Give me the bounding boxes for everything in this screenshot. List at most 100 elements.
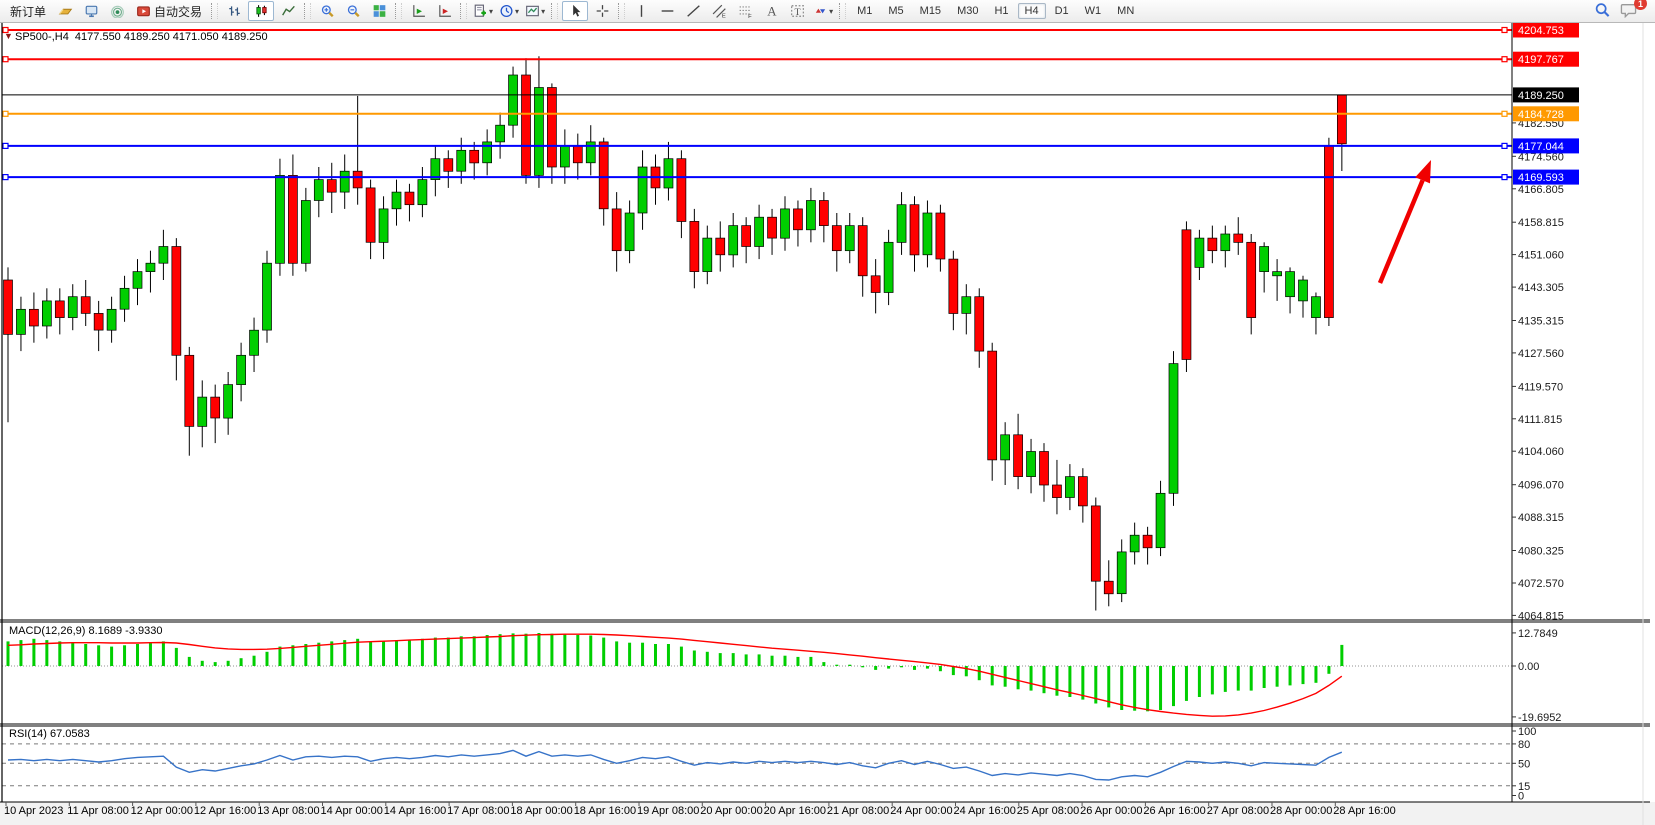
search-button[interactable] — [1590, 1, 1614, 21]
bar-chart-button[interactable] — [222, 1, 246, 21]
timeframe-mn-button[interactable]: MN — [1117, 5, 1135, 17]
zoom-in-button[interactable] — [315, 1, 339, 21]
equidistant-channel-icon: E — [712, 4, 725, 18]
notifications-button[interactable]: 1 — [1616, 0, 1647, 21]
new-chart-icon — [474, 4, 487, 17]
svg-text:F: F — [748, 14, 752, 18]
level-line-handle[interactable] — [1501, 174, 1508, 181]
candle-body — [145, 262, 156, 272]
timeframe-m15-button[interactable]: M15 — [919, 5, 942, 17]
time-tick-label: 13 Apr 08:00 — [257, 805, 319, 817]
ingot-button[interactable] — [53, 1, 77, 21]
candlestick-series — [3, 56, 1347, 611]
candle-body — [728, 225, 739, 256]
bar-chart-icon — [228, 6, 240, 16]
candle-body — [572, 145, 583, 164]
time-tick-label: 10 Apr 2023 — [4, 805, 63, 817]
chart-template-button[interactable]: ▾ — [523, 1, 547, 21]
horizontal-line-button[interactable] — [655, 1, 679, 21]
price-tick-label: 4135.315 — [1518, 316, 1564, 328]
macd-scale-label: 12.7849 — [1518, 628, 1558, 640]
notification-badge: 1 — [1634, 0, 1647, 10]
candle-body — [1129, 534, 1140, 553]
chart-shift-button[interactable] — [432, 1, 456, 21]
new-chart-button[interactable]: ▾ — [471, 1, 495, 21]
dropdown-caret-icon[interactable]: ▾ — [541, 6, 546, 16]
period-clock-button[interactable]: ▾ — [497, 1, 521, 21]
time-tick-label: 11 Apr 08:00 — [67, 805, 129, 817]
dropdown-caret-icon[interactable]: ▾ — [829, 6, 834, 16]
candle-body — [210, 396, 221, 419]
text-button[interactable]: A — [759, 1, 783, 21]
navigator-button[interactable] — [79, 1, 103, 21]
trendline-button[interactable] — [681, 1, 705, 21]
tile-windows-button[interactable] — [367, 1, 391, 21]
candle-body — [663, 158, 674, 189]
trend-arrow-annotation[interactable] — [1377, 160, 1431, 284]
candle-body — [559, 145, 570, 168]
arrows-button[interactable]: ▾ — [811, 1, 835, 21]
level-line-handle[interactable] — [2, 110, 9, 117]
dropdown-caret-icon[interactable]: ▾ — [489, 6, 494, 16]
price-tick-label: 4064.815 — [1518, 610, 1564, 622]
chart-template-icon — [526, 5, 539, 17]
timeframe-d1-button[interactable]: D1 — [1054, 5, 1069, 17]
timeframe-h1-button[interactable]: H1 — [994, 5, 1009, 17]
candle-body — [158, 246, 169, 264]
crosshair-button[interactable] — [590, 1, 614, 21]
auto-scroll-button[interactable] — [406, 1, 430, 21]
price-tick-label: 4119.570 — [1518, 381, 1563, 393]
candle-body — [54, 300, 65, 318]
equidistant-channel-button[interactable]: E — [707, 1, 731, 21]
price-tick-label: 4166.805 — [1518, 184, 1564, 196]
zoom-out-button[interactable] — [341, 1, 365, 21]
signal-button[interactable] — [105, 1, 129, 21]
vertical-line-icon — [640, 5, 642, 17]
new-order-button[interactable]: 新订单 — [10, 4, 47, 19]
svg-text:4184.728: 4184.728 — [1518, 109, 1564, 121]
symbol-dropdown-caret[interactable]: ▼ — [4, 31, 13, 41]
level-line-handle[interactable] — [2, 142, 9, 150]
period-clock-icon — [500, 4, 513, 18]
text-label-button[interactable]: T — [785, 1, 809, 21]
candle-body — [41, 300, 52, 327]
level-line-handle[interactable] — [2, 26, 9, 34]
autotrading-button[interactable]: 自动交易 — [131, 1, 207, 21]
text-icon: A — [767, 5, 777, 18]
level-line-handle[interactable] — [1501, 142, 1508, 150]
timeframe-m5-button[interactable]: M5 — [888, 5, 904, 17]
price-tick-label: 4158.815 — [1518, 217, 1564, 229]
price-tick-label: 4088.315 — [1518, 512, 1564, 524]
level-line-handle[interactable] — [1501, 110, 1508, 117]
candle-body — [262, 262, 272, 331]
candle-body — [1155, 492, 1166, 549]
timeframe-m1-button[interactable]: M1 — [857, 5, 873, 17]
cursor-button[interactable] — [562, 1, 589, 21]
candle-body — [896, 204, 907, 243]
timeframe-m30-button[interactable]: M30 — [957, 5, 979, 17]
candle-body — [935, 212, 946, 260]
chart-area: 4182.550 4174.560 4166.805 4158.815 4151.060… — [0, 22, 1655, 825]
rsi-scale-label: 100 — [1518, 726, 1536, 738]
horizontal-line-icon — [661, 10, 673, 12]
candle-body — [741, 225, 752, 247]
signal-icon — [110, 5, 124, 18]
level-line-handle[interactable] — [1501, 26, 1508, 34]
timeframe-h4-button[interactable]: H4 — [1017, 3, 1046, 19]
chart-canvas[interactable]: 4182.550 4174.560 4166.805 4158.815 4151.060… — [0, 22, 1655, 825]
search-icon — [1594, 2, 1611, 21]
level-line-handle[interactable] — [2, 174, 9, 181]
level-line-handle[interactable] — [2, 56, 9, 63]
candle-body — [870, 275, 881, 293]
timeframe-w1-button[interactable]: W1 — [1084, 5, 1102, 17]
dropdown-caret-icon[interactable]: ▾ — [515, 6, 520, 16]
candlestick-button[interactable] — [248, 1, 275, 21]
level-line-handle[interactable] — [1501, 56, 1508, 63]
vertical-line-button[interactable] — [629, 1, 653, 21]
rsi-line — [7, 749, 1343, 781]
fibonacci-button[interactable]: F — [733, 1, 757, 21]
candle-body — [1077, 476, 1088, 507]
time-tick-label: 26 Apr 16:00 — [1143, 805, 1205, 817]
line-chart-button[interactable] — [276, 1, 300, 21]
candle-body — [1052, 484, 1062, 498]
